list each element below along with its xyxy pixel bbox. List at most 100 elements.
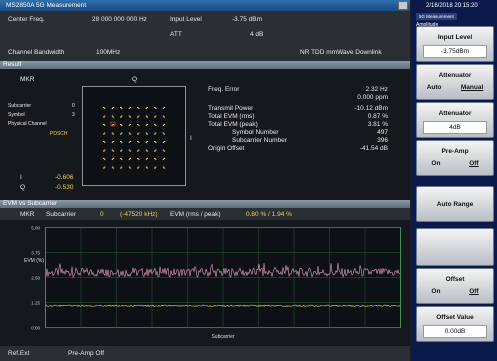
softkey-value: -3.75dBm — [423, 45, 487, 58]
constellation-point — [145, 158, 147, 161]
constellation-point — [138, 158, 140, 161]
constellation-point — [113, 123, 115, 126]
softkey[interactable]: Offset Value 0.00dB — [416, 306, 494, 342]
y-tick-label: 3.75 — [31, 251, 40, 256]
constellation-point — [147, 140, 149, 143]
constellation-point — [147, 106, 149, 109]
constellation-point — [147, 123, 149, 126]
app-title: MS2850A 5G Measurement — [6, 2, 87, 9]
constellation-point — [155, 158, 157, 161]
softkey-option: Auto — [426, 84, 442, 91]
standard: NR TDD mmWave Downlink — [300, 49, 382, 56]
constellation-point — [138, 107, 140, 110]
constellation-point — [120, 157, 122, 160]
constellation-point — [145, 141, 147, 144]
constellation-point — [138, 149, 140, 151]
constellation-point — [104, 149, 106, 151]
i-value: -0.606 — [55, 174, 74, 181]
constellation-point — [103, 123, 105, 126]
menu-tab[interactable]: 5G Measurement — [416, 13, 457, 20]
softkey-value: 0.00dB — [423, 325, 487, 338]
constellation-point — [104, 107, 106, 110]
constellation-point — [137, 116, 139, 118]
softkey[interactable]: Auto Range — [416, 186, 494, 222]
constellation-point — [104, 115, 106, 117]
channel-bw-label: Channel Bandwidth — [8, 49, 65, 56]
constellation-point — [120, 123, 122, 126]
softkey[interactable]: Offset On Off — [416, 268, 494, 304]
evm-graph: EVM (%) Subcarrier 5.00 3.75 2.50 1.25 0.00 — [0, 220, 410, 346]
constellation-point — [155, 141, 157, 144]
softkey[interactable]: Attenuator 4dB — [416, 102, 494, 138]
metric-value: 0.87 % — [367, 113, 388, 120]
softkey-option: Manual — [460, 84, 484, 91]
constellation-point — [154, 116, 156, 118]
symbol-label: Symbol — [8, 112, 25, 118]
constellation-point — [120, 150, 122, 152]
metric-value: -10.12 dBm — [354, 105, 388, 112]
constellation-point — [130, 167, 132, 169]
center-freq-value: 28 000 000 000 Hz — [92, 16, 147, 23]
softkey-label: Input Level — [437, 34, 473, 41]
constellation-point — [128, 141, 130, 144]
metric-value: 396 — [377, 137, 388, 144]
evm-value: 0.80 % / 1.94 % — [246, 211, 292, 218]
softkey[interactable]: Pre-Amp On Off — [416, 140, 494, 176]
softkey[interactable]: Attenuator Auto Manual — [416, 64, 494, 100]
constellation-point — [164, 123, 166, 126]
softkey[interactable]: Input Level -3.75dBm — [416, 26, 494, 62]
y-tick-label: 1.25 — [31, 301, 40, 306]
result-bar: Result — [0, 61, 410, 69]
evm-y-label: EVM (%) — [24, 258, 44, 264]
evm-info-panel — [0, 208, 410, 220]
channel-bw-value: 100MHz — [96, 49, 121, 56]
constellation-point — [103, 140, 105, 143]
channel-value: PDSCH — [50, 131, 68, 137]
blank-button[interactable] — [416, 228, 494, 266]
att-value: 4 dB — [250, 31, 264, 38]
i-axis-label: I — [190, 135, 192, 142]
constellation-point — [155, 166, 157, 168]
constellation-point — [120, 133, 122, 135]
constellation-point — [103, 116, 105, 118]
constellation-point — [138, 124, 140, 127]
constellation-point — [128, 166, 130, 168]
constellation-point — [164, 167, 166, 169]
q-value: -0.530 — [55, 184, 74, 191]
softkey-option: Off — [469, 288, 479, 295]
constellation-point — [154, 106, 156, 109]
constellation — [82, 86, 186, 186]
metric-value: 0.000 ppm — [357, 94, 388, 101]
constellation-point — [145, 115, 147, 117]
constellation-point — [121, 107, 123, 110]
constellation-point — [121, 149, 123, 151]
constellation-point — [164, 140, 166, 143]
constellation-point — [121, 158, 123, 161]
peak-trace — [45, 262, 401, 278]
constellation-point — [130, 106, 132, 109]
constellation-point — [130, 116, 132, 118]
rms-trace — [45, 304, 401, 308]
close-button[interactable] — [398, 1, 408, 10]
softkey-options: On Off — [417, 160, 493, 167]
softkey-value: 4dB — [423, 121, 487, 134]
constellation-point — [138, 141, 140, 144]
softkey-label: Offset — [445, 276, 465, 283]
constellation-point — [103, 157, 105, 160]
constellation-point — [103, 167, 105, 169]
constellation-point — [130, 133, 132, 135]
constellation-point — [154, 123, 156, 126]
softkey-option: On — [431, 288, 441, 295]
metric-label: Freq. Error — [208, 86, 240, 93]
constellation-point — [104, 141, 106, 144]
softkey-options: On Off — [417, 288, 493, 295]
constellation-point — [113, 150, 115, 152]
result-panel — [0, 69, 410, 200]
y-tick-label: 5.00 — [31, 226, 40, 231]
constellation-point — [104, 166, 106, 168]
softkey-label: Attenuator — [438, 110, 472, 117]
y-tick-label: 0.00 — [31, 326, 40, 331]
metric-value: 497 — [377, 129, 388, 136]
softkey-label: Auto Range — [436, 201, 474, 208]
constellation-point — [162, 149, 164, 151]
